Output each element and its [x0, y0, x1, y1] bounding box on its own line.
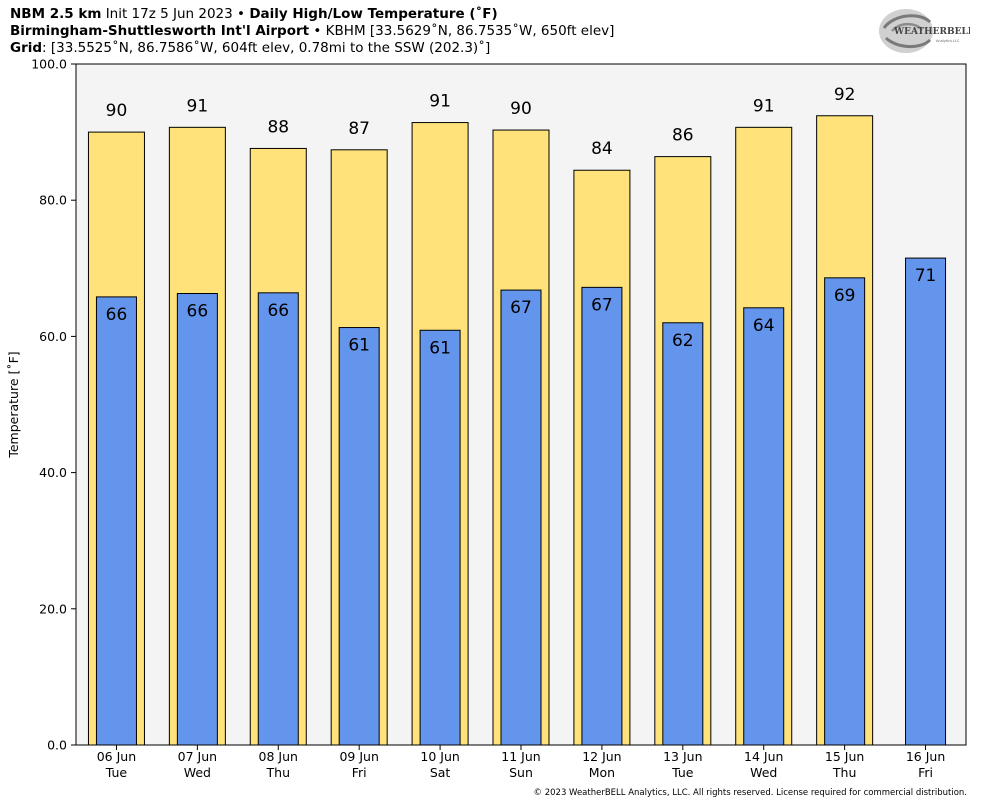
high-value-label: 90 — [510, 99, 532, 119]
x-tick-date: 16 Jun — [906, 749, 945, 764]
low-value-label: 69 — [834, 286, 856, 306]
high-value-label: 92 — [834, 85, 856, 105]
x-tick-weekday: Sat — [430, 765, 451, 780]
low-value-label: 62 — [672, 331, 694, 351]
x-tick-weekday: Thu — [832, 765, 856, 780]
low-bar — [500, 289, 542, 746]
station-separator: • — [313, 23, 322, 39]
x-tick-weekday: Sun — [509, 765, 533, 780]
title-separator: • — [237, 6, 246, 22]
grid-info: : [33.5525˚N, 86.7586˚W, 604ft elev, 0.7… — [42, 40, 491, 56]
x-tick-date: 08 Jun — [259, 749, 298, 764]
x-tick-date: 15 Jun — [825, 749, 864, 764]
high-value-label: 90 — [106, 101, 128, 121]
high-value-label: 88 — [267, 117, 289, 137]
low-bar — [581, 286, 623, 746]
low-value-label: 66 — [106, 305, 128, 325]
x-tick-weekday: Wed — [184, 765, 211, 780]
logo-subtext: Analytics LLC — [936, 39, 960, 43]
low-bar — [176, 292, 218, 746]
y-tick-label: 100.0 — [31, 57, 67, 72]
high-value-label: 87 — [348, 119, 370, 139]
grid-label: Grid — [10, 40, 43, 56]
y-tick-label: 80.0 — [39, 193, 67, 208]
x-tick-date: 09 Jun — [339, 749, 378, 764]
y-tick-label: 60.0 — [39, 329, 67, 344]
product-name: Daily High/Low Temperature (˚F) — [249, 6, 498, 22]
chart-title-line: NBM 2.5 km Init 17z 5 Jun 2023 • Daily H… — [10, 6, 498, 23]
low-temperature-series: 66 66 66 61 61 67 67 62 64 69 71 — [95, 257, 947, 746]
x-tick-date: 14 Jun — [744, 749, 783, 764]
high-value-label: 91 — [429, 92, 451, 112]
high-value-label: 86 — [672, 126, 694, 146]
low-bar — [824, 277, 866, 746]
low-bar — [257, 292, 299, 746]
x-tick-weekday: Fri — [352, 765, 367, 780]
low-bar — [905, 257, 947, 746]
plot-frame — [75, 63, 967, 746]
low-value-label: 71 — [915, 266, 937, 286]
low-value-label: 66 — [267, 301, 289, 321]
x-tick-weekday: Wed — [750, 765, 777, 780]
x-tick-date: 11 Jun — [501, 749, 540, 764]
y-axis-label: Temperature [˚F] — [6, 351, 21, 458]
high-value-label: 91 — [187, 96, 209, 116]
x-tick-date: 13 Jun — [663, 749, 702, 764]
low-value-label: 67 — [510, 298, 532, 318]
low-bar — [338, 327, 380, 746]
model-name: NBM 2.5 km — [10, 6, 102, 22]
station-info: KBHM [33.5629˚N, 86.7535˚W, 650ft elev] — [325, 23, 615, 39]
station-line: Birmingham-Shuttlesworth Int'l Airport •… — [10, 23, 614, 40]
weatherbell-logo: WEATHERBELL Analytics LLC — [879, 9, 970, 53]
x-tick-weekday: Thu — [266, 765, 290, 780]
y-tick-label: 0.0 — [47, 738, 67, 753]
low-value-label: 64 — [753, 316, 775, 336]
copyright-footer: © 2023 WeatherBELL Analytics, LLC. All r… — [533, 788, 967, 798]
low-value-label: 61 — [429, 338, 451, 358]
y-tick-label: 40.0 — [39, 465, 67, 480]
low-bar — [662, 322, 704, 746]
x-tick-date: 06 Jun — [97, 749, 136, 764]
x-tick-date: 10 Jun — [420, 749, 459, 764]
grid-line: Grid: [33.5525˚N, 86.7586˚W, 604ft elev,… — [10, 40, 490, 57]
x-tick-weekday: Tue — [105, 765, 128, 780]
low-value-label: 67 — [591, 295, 613, 315]
high-value-label: 91 — [753, 96, 775, 116]
high-value-label: 84 — [591, 139, 613, 159]
init-time: Init 17z 5 Jun 2023 — [105, 6, 233, 22]
x-tick-weekday: Tue — [671, 765, 694, 780]
station-name: Birmingham-Shuttlesworth Int'l Airport — [10, 23, 310, 39]
low-bar — [95, 296, 137, 746]
low-bar — [743, 307, 785, 746]
low-value-label: 66 — [187, 301, 209, 321]
logo-text: WEATHERBELL — [893, 27, 970, 37]
x-tick-date: 07 Jun — [178, 749, 217, 764]
low-value-label: 61 — [348, 336, 370, 356]
y-tick-label: 20.0 — [39, 601, 67, 616]
low-bar — [419, 329, 461, 746]
x-tick-weekday: Fri — [918, 765, 933, 780]
x-tick-weekday: Mon — [589, 765, 615, 780]
x-tick-date: 12 Jun — [582, 749, 621, 764]
y-axis-ticks: 0.0 20.0 40.0 60.0 80.0 100.0 — [31, 57, 76, 753]
